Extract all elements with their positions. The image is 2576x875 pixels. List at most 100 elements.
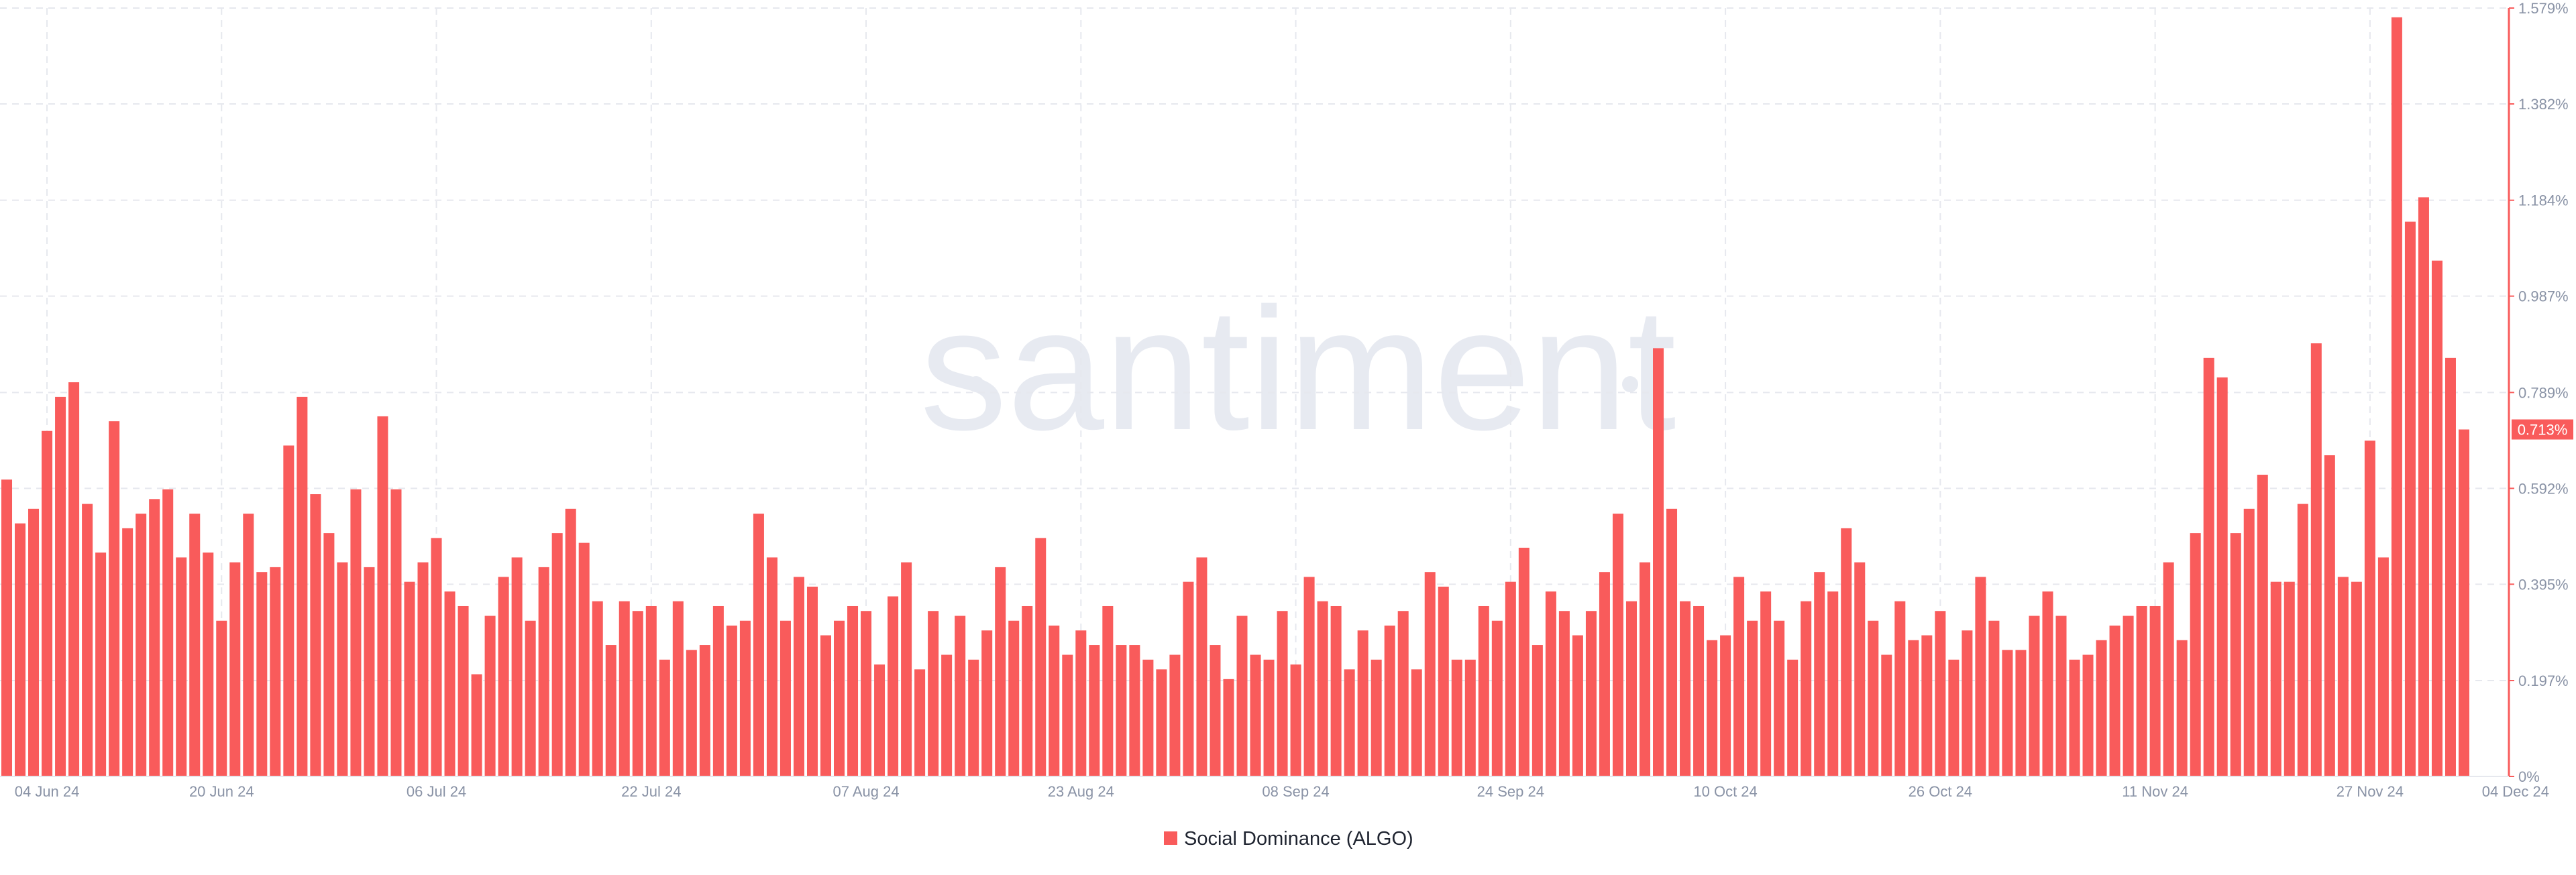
bar [2257,475,2268,776]
bar [1210,645,1221,776]
x-tick-label: 04 Jun 24 [15,783,80,800]
bar [914,669,926,776]
bar [1075,630,1087,776]
bar [1653,348,1664,776]
bar [2069,659,2080,776]
x-tick-label: 11 Nov 24 [2122,783,2188,800]
bar [2297,504,2308,776]
bar [1277,611,1288,776]
bar [780,620,791,776]
bar [2015,650,2027,776]
x-tick-label: 23 Aug 24 [1048,783,1114,800]
bar [1022,605,1033,776]
bar [1223,679,1234,776]
bar [834,620,845,776]
bar [1774,620,1785,776]
bar [699,645,710,776]
bar [1478,605,1489,776]
bar [968,659,979,776]
bar [659,659,670,776]
y-tick-label: 1.184% [2518,192,2569,209]
bar [2230,533,2241,776]
bar [995,567,1006,776]
bar [2203,357,2214,776]
bar [941,654,953,776]
watermark: santiment [920,272,1676,467]
bar [1962,630,1973,776]
bar [645,605,657,776]
bar [1129,645,1140,776]
bar [1612,514,1623,776]
bar [82,504,93,776]
bar [417,562,429,776]
bar [2445,357,2456,776]
y-tick-label: 0.987% [2518,288,2569,305]
bar [1680,601,1691,776]
bar [203,552,214,776]
bar [1787,659,1799,776]
bar [1894,601,1906,776]
bar [888,596,899,776]
bar [1464,659,1476,776]
y-tick-label: 0.592% [2518,480,2569,497]
bar [2029,616,2040,776]
watermark-dot [1622,376,1638,392]
bar [2149,605,2161,776]
bar [2096,640,2107,776]
bar [955,616,966,776]
bar [68,382,80,776]
bar [444,591,455,776]
bar [2055,616,2067,776]
bar [551,533,563,776]
bar [2324,455,2335,776]
bar [55,396,66,776]
x-tick-label: 26 Oct 24 [1909,783,1972,800]
bar [2176,640,2188,776]
bar [1666,508,1678,776]
bar [390,489,402,776]
bar [229,562,241,776]
bar [1397,611,1409,776]
value-tag [2512,419,2573,440]
value-label: 0.713% [2518,422,2568,439]
bar [1868,620,1879,776]
bar [1720,635,1731,776]
bar [1102,605,1114,776]
bar [511,557,523,776]
bar [458,605,469,776]
bar [1827,591,1839,776]
bar [1344,669,1355,776]
bar [1250,654,1261,776]
bar [1505,581,1516,776]
bar [1317,601,1328,776]
x-tick-label: 08 Sep 24 [1262,783,1329,800]
bar [2351,581,2362,776]
bar [1975,577,1986,776]
bar [1424,572,1436,776]
bar [1948,659,1960,776]
bar [1988,620,2000,776]
bar [1303,577,1315,776]
bar [310,494,321,776]
x-tick-label: 07 Aug 24 [833,783,899,800]
bar [1518,547,1529,776]
bar [861,611,872,776]
bar [565,508,576,776]
bar [1035,538,1046,776]
bar [2270,581,2282,776]
bar [2082,654,2094,776]
bar [712,605,724,776]
bar [847,605,859,776]
bar [350,489,362,776]
bar [793,577,804,776]
bar [189,514,201,776]
bar [1921,635,1933,776]
bar [323,533,335,776]
y-tick-label: 0.789% [2518,384,2569,401]
bar [1411,669,1422,776]
bar [28,508,40,776]
bar [874,664,885,776]
bar [1639,562,1651,776]
bar [2458,429,2469,776]
